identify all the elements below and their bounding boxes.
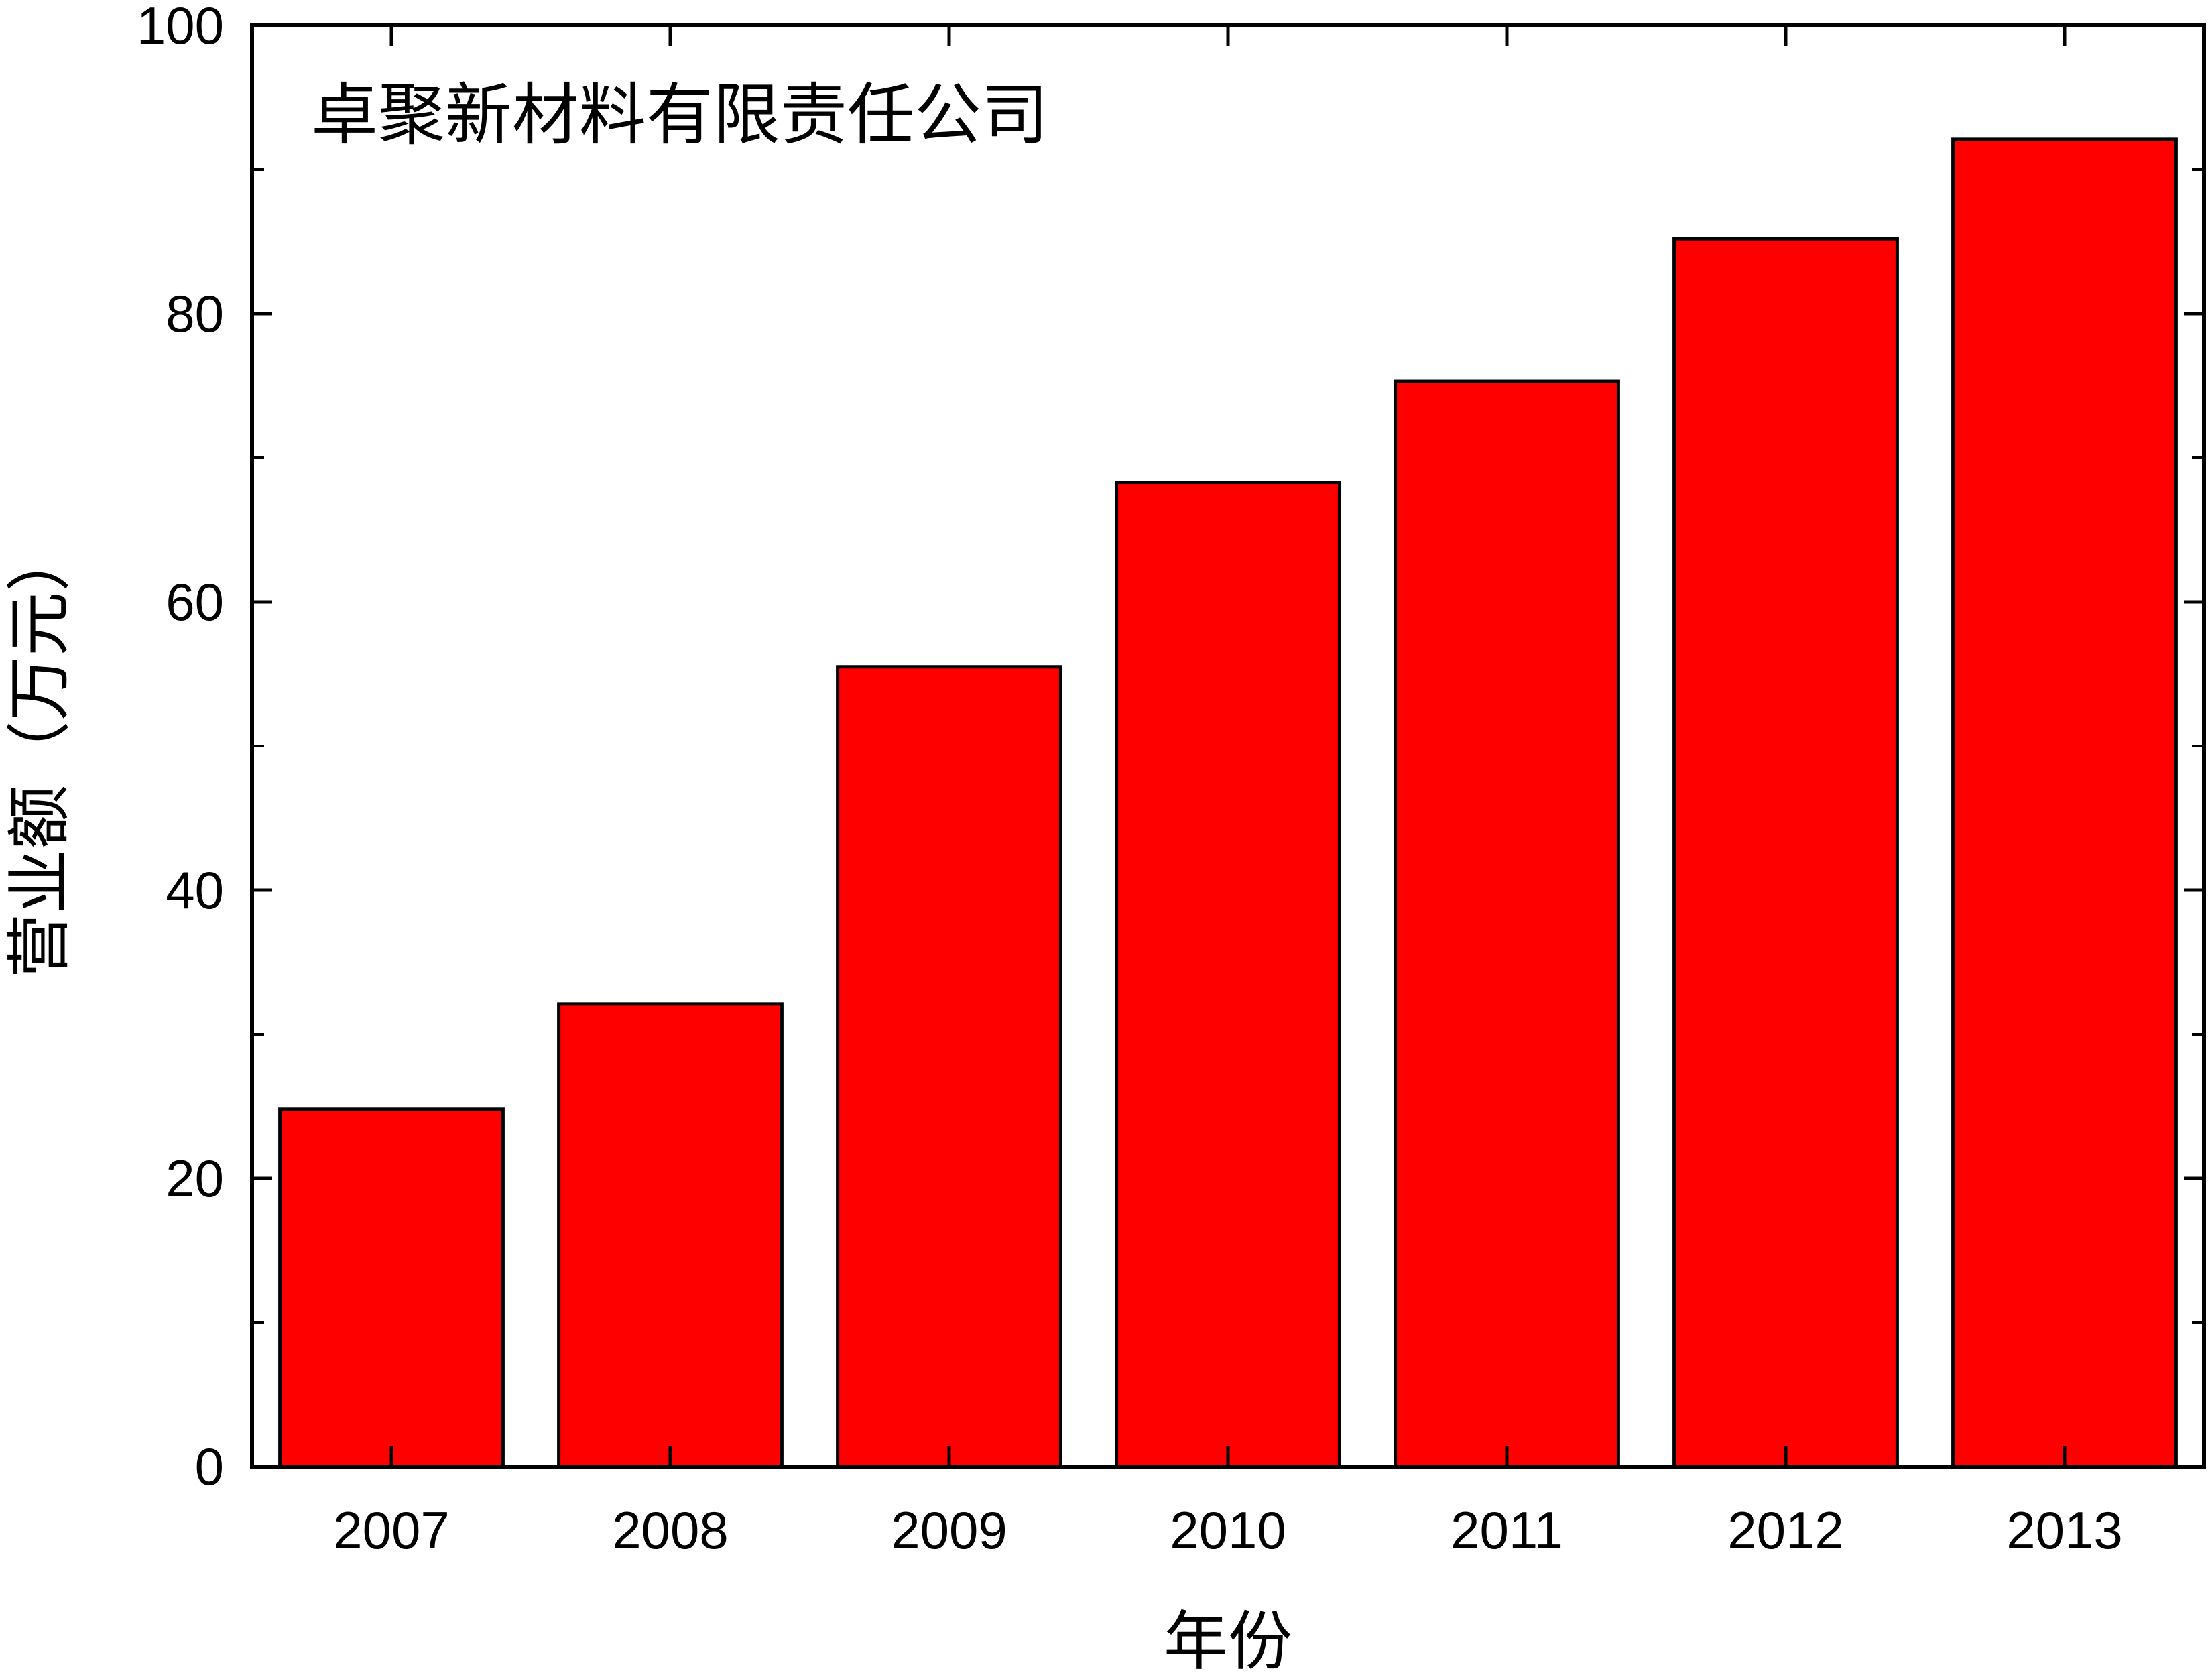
bar-2007 — [278, 1107, 505, 1469]
x-tick-label: 2007 — [333, 1501, 450, 1560]
y-tick-label: 0 — [195, 1437, 224, 1496]
y-tick-label: 20 — [166, 1149, 224, 1208]
y-tick-label: 80 — [166, 284, 224, 343]
y-tick-label: 100 — [137, 0, 224, 55]
x-tick-label: 2012 — [1727, 1501, 1844, 1560]
y-tick-label: 40 — [166, 861, 224, 920]
x-tick-label: 2010 — [1170, 1501, 1286, 1560]
bar-2011 — [1394, 379, 1620, 1469]
bar-2008 — [557, 1002, 784, 1469]
bar-2013 — [1951, 137, 2178, 1469]
x-tick-label: 2011 — [1451, 1501, 1563, 1560]
y-tick-label: 60 — [166, 572, 224, 631]
y-axis-title: 营业额（万元） — [2, 528, 77, 978]
x-tick-label: 2013 — [2006, 1501, 2123, 1560]
x-tick-label: 2009 — [891, 1501, 1007, 1560]
bar-2012 — [1672, 237, 1899, 1469]
bars-layer — [278, 137, 2178, 1469]
chart-title: 卓聚新材料有限责任公司 — [311, 76, 1048, 154]
bar-2009 — [836, 665, 1062, 1469]
bar-2010 — [1115, 481, 1341, 1469]
ticks-layer: 0 20 40 60 80 100 2007 2008 2009 2010 2011 2012 2013 — [137, 0, 2204, 1560]
x-axis-title: 年份 — [1164, 1604, 1292, 1675]
x-tick-label: 2008 — [612, 1501, 729, 1560]
